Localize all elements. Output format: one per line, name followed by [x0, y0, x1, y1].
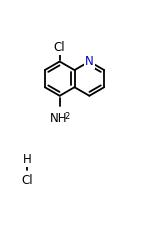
Text: Cl: Cl: [54, 41, 65, 54]
Text: H: H: [22, 153, 31, 166]
Text: 2: 2: [64, 112, 69, 121]
Text: NH: NH: [50, 112, 68, 125]
Text: Cl: Cl: [21, 174, 33, 187]
Text: N: N: [85, 55, 94, 68]
